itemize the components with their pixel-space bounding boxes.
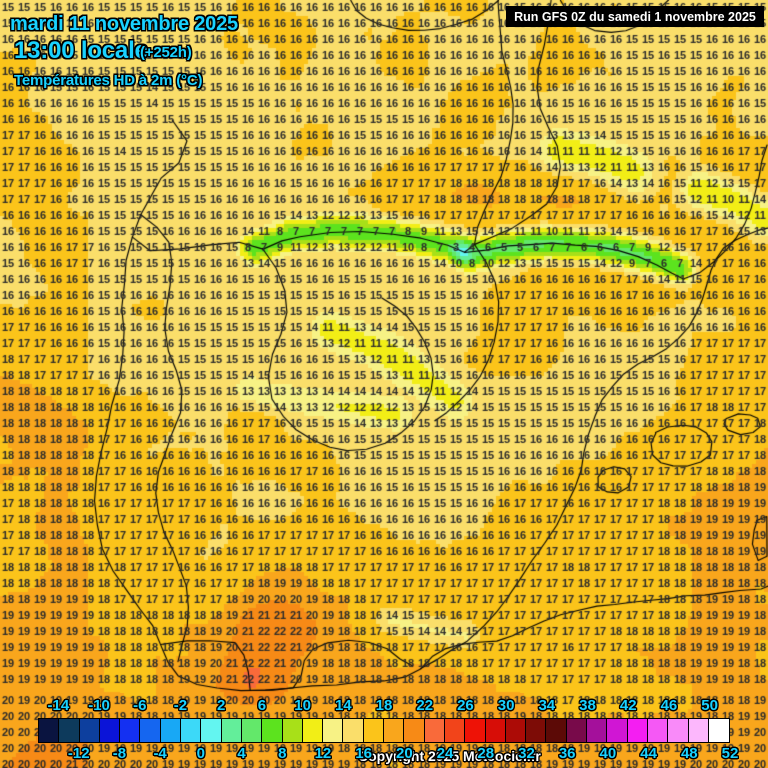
scale-tick-40: 40 [599,745,617,762]
color-swatch-22 [424,719,445,742]
scale-tick-42: 42 [619,697,637,714]
color-scale-bar[interactable] [38,718,730,743]
scale-tick-32: 32 [518,745,535,762]
color-swatch-32 [526,719,547,742]
map-parameter-label: Températures HD à 2m (°C) [14,72,203,89]
scale-tick-44: 44 [640,745,657,762]
scale-tick-2: 2 [217,697,226,714]
scale-tick-4: 4 [237,745,246,762]
color-swatch-40 [607,719,628,742]
color-swatch--4 [160,719,182,742]
scale-tick--4: -4 [153,745,167,762]
color-swatch-12 [323,719,344,742]
scale-tick-0: 0 [196,745,205,762]
color-swatch--10 [99,719,121,742]
color-swatch-6 [262,719,283,742]
scale-tick-36: 36 [558,745,576,762]
scale-tick--6: -6 [133,697,147,714]
color-swatch-50 [708,719,730,742]
color-swatch--16 [39,719,60,742]
color-swatch-42 [627,719,648,742]
color-swatch-20 [404,719,425,742]
color-swatch-36 [566,719,588,742]
scale-tick-20: 20 [396,745,413,762]
color-swatch--12 [79,719,100,742]
map-time-label: 13:00 locale [14,37,148,64]
scale-tick-52: 52 [721,745,739,762]
scale-tick-50: 50 [701,697,718,714]
scale-tick-10: 10 [294,697,311,714]
color-swatch-18 [384,719,405,742]
scale-tick-46: 46 [660,697,678,714]
scale-tick--14: -14 [47,697,70,714]
color-swatch-44 [647,719,669,742]
color-swatch-10 [302,719,324,742]
map-date-label: mardi 11 novembre 2025 [10,13,238,35]
scale-tick--10: -10 [88,697,110,714]
temperature-map[interactable] [0,0,768,693]
scale-tick--12: -12 [67,745,90,762]
scale-tick-26: 26 [457,697,474,714]
color-swatch-14 [343,719,364,742]
copyright-label: Copyright 2025 Meteociel.fr [358,748,541,764]
color-swatch--2 [181,719,202,742]
scale-tick-34: 34 [538,697,556,714]
color-swatch-48 [688,719,709,742]
scale-tick-24: 24 [436,745,454,762]
color-swatch-34 [546,719,567,742]
color-swatch-4 [241,719,263,742]
color-swatch--6 [140,719,161,742]
scale-tick-16: 16 [355,745,372,762]
color-swatch-2 [221,719,242,742]
scale-tick-12: 12 [314,745,332,762]
scale-tick-28: 28 [477,745,495,762]
color-swatch-28 [485,719,506,742]
scale-tick-18: 18 [375,697,393,714]
temperature-value-grid [0,0,768,693]
scale-tick-8: 8 [278,745,287,762]
scale-tick-48: 48 [680,745,698,762]
color-swatch-16 [363,719,385,742]
model-run-bar: Run GFS 0Z du samedi 1 novembre 2025 [506,6,764,27]
model-run-label: Run GFS 0Z du samedi 1 novembre 2025 [514,9,756,24]
color-swatch-26 [465,719,486,742]
scale-tick-6: 6 [257,697,267,714]
color-swatch-24 [444,719,466,742]
color-swatch-8 [282,719,303,742]
color-swatch-46 [668,719,689,742]
color-swatch--8 [120,719,141,742]
color-swatch-0 [201,719,222,742]
scale-tick-30: 30 [497,697,515,714]
scale-tick--8: -8 [112,745,127,762]
color-swatch-30 [505,719,527,742]
forecast-offset-label: (+252h) [140,44,192,61]
scale-tick-38: 38 [579,697,596,714]
scale-tick-14: 14 [334,697,352,714]
color-swatch--14 [59,719,80,742]
scale-tick--2: -2 [173,697,188,714]
scale-tick-22: 22 [416,697,434,714]
color-swatch-38 [587,719,608,742]
